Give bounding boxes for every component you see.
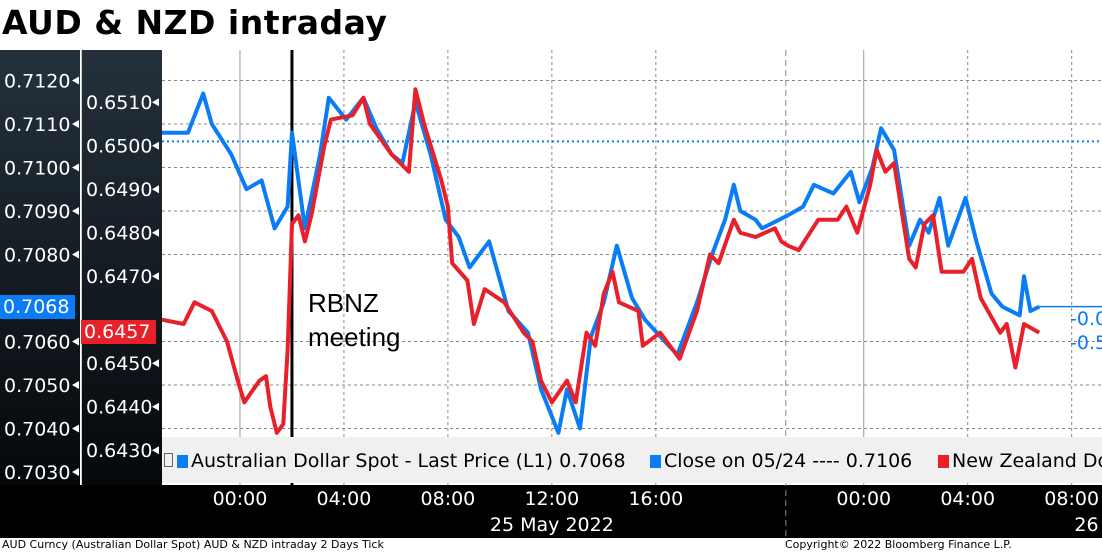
- tick-marker-icon: [152, 402, 159, 411]
- x-axis-tick-label: 00:00: [836, 488, 891, 510]
- annotation-line-2: meeting: [308, 322, 401, 352]
- left-axis-tick-label: 0.7090: [4, 201, 70, 223]
- left-axis-tick-label: 0.7040: [4, 418, 70, 440]
- right-y-axis: [81, 50, 162, 485]
- nzd-change-label: -0.5: [1070, 332, 1102, 354]
- tick-marker-icon: [72, 467, 79, 476]
- chart-title: AUD & NZD intraday: [2, 3, 388, 42]
- tick-marker-icon: [152, 228, 159, 237]
- x-axis-tick-label: 04:00: [317, 488, 372, 510]
- right-axis-tick-label: 0.6450: [86, 353, 152, 375]
- x-axis-tick-label: 04:00: [940, 488, 995, 510]
- footer-copyright: Copyright© 2022 Bloomberg Finance L.P.: [785, 538, 1012, 551]
- x-axis: [0, 485, 1102, 538]
- tick-marker-icon: [72, 163, 79, 172]
- tick-marker-icon: [72, 250, 79, 259]
- x-axis-tick-label: 12:00: [524, 488, 579, 510]
- aud-series-line: [162, 91, 1041, 435]
- tick-marker-icon: [72, 76, 79, 85]
- tick-marker-icon: [152, 185, 159, 194]
- aud-last-price-tag: 0.7068: [0, 295, 75, 319]
- right-axis-tick-label: 0.6470: [86, 266, 152, 288]
- legend-label-close: Close on 05/24 ---- 0.7106: [664, 450, 913, 472]
- x-axis-date-label: 25 May 2022: [490, 514, 614, 536]
- left-axis-tick-label: 0.7110: [4, 114, 70, 136]
- tick-marker-icon: [152, 272, 159, 281]
- left-y-axis: [0, 50, 80, 485]
- tick-marker-icon: [152, 359, 159, 368]
- footer: AUD Curncy (Australian Dollar Spot) AUD …: [0, 538, 1102, 553]
- left-axis-tick-label: 0.7050: [4, 375, 70, 397]
- annotation-line-1: RBNZ: [308, 288, 379, 318]
- legend-item-aud: Australian Dollar Spot - Last Price (L1)…: [164, 450, 626, 472]
- tick-marker-icon: [72, 424, 79, 433]
- right-axis-tick-label: 0.6440: [86, 397, 152, 419]
- right-axis-tick-label: 0.6510: [86, 92, 152, 114]
- aud-change-label: -0.0: [1070, 308, 1102, 330]
- left-axis-tick-label: 0.7120: [4, 70, 70, 92]
- legend: Australian Dollar Spot - Last Price (L1)…: [162, 437, 1102, 483]
- left-axis-tick-label: 0.7060: [4, 331, 70, 353]
- footer-security-info: AUD Curncy (Australian Dollar Spot) AUD …: [2, 538, 384, 551]
- left-axis-tick-label: 0.7100: [4, 157, 70, 179]
- x-axis-date-label: 26 M: [1074, 514, 1102, 536]
- tick-marker-icon: [72, 337, 79, 346]
- right-axis-tick-label: 0.6480: [86, 223, 152, 245]
- legend-label-aud: Australian Dollar Spot - Last Price (L1)…: [191, 450, 626, 472]
- nzd-last-price-tag: 0.6457: [81, 320, 156, 344]
- right-axis-tick-label: 0.6490: [86, 179, 152, 201]
- tick-marker-icon: [152, 98, 159, 107]
- legend-swatch-aud: [177, 455, 188, 468]
- left-axis-tick-label: 0.7030: [4, 462, 70, 484]
- right-axis-tick-label: 0.6500: [86, 136, 152, 158]
- legend-swatch-nzd: [938, 455, 949, 468]
- legend-item-close: Close on 05/24 ---- 0.7106: [646, 450, 912, 472]
- legend-swatch-close: [650, 455, 661, 468]
- legend-label-nzd: New Zealand Do: [952, 450, 1102, 472]
- x-axis-tick-label: 08:00: [421, 488, 476, 510]
- nzd-series-line: [161, 87, 1041, 435]
- tick-marker-icon: [152, 141, 159, 150]
- legend-pin-icon[interactable]: [164, 453, 173, 467]
- tick-marker-icon: [72, 206, 79, 215]
- x-axis-tick-label: 08:00: [1044, 488, 1099, 510]
- x-axis-tick-label: 16:00: [628, 488, 683, 510]
- right-axis-tick-label: 0.6430: [86, 440, 152, 462]
- tick-marker-icon: [152, 446, 159, 455]
- rbnz-annotation: RBNZ meeting: [308, 286, 401, 354]
- x-axis-tick-label: 00:00: [213, 488, 268, 510]
- tick-marker-icon: [72, 380, 79, 389]
- legend-item-nzd: New Zealand Do: [934, 450, 1102, 472]
- tick-marker-icon: [72, 119, 79, 128]
- left-axis-tick-label: 0.7080: [4, 244, 70, 266]
